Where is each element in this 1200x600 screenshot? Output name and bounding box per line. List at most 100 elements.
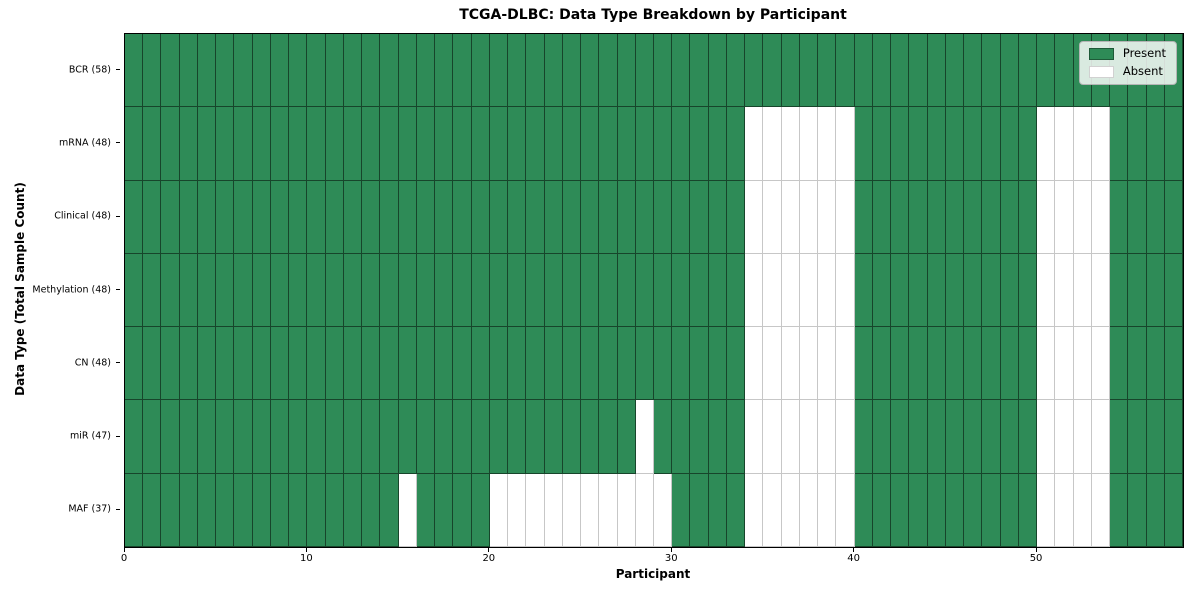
heatmap-cell (891, 34, 910, 108)
heatmap-cell (945, 107, 965, 181)
heatmap-cell (398, 34, 417, 108)
heatmap-cell (1037, 473, 1056, 547)
heatmap-cell (216, 34, 235, 108)
heatmap-cell (234, 107, 253, 181)
heatmap-cell (726, 473, 746, 547)
heatmap-cell (508, 253, 527, 328)
heatmap-cell (252, 327, 271, 401)
heatmap-cell (1091, 180, 1111, 254)
y-tick-mark (116, 508, 120, 510)
heatmap-cell (270, 400, 290, 474)
heatmap-cell (216, 327, 235, 401)
heatmap-cell (252, 253, 271, 328)
heatmap-cell (945, 327, 965, 401)
heatmap-cell (489, 400, 509, 474)
heatmap-cell (726, 253, 746, 328)
chart-title: TCGA-DLBC: Data Type Breakdown by Partic… (459, 7, 847, 23)
heatmap-cell (562, 180, 582, 254)
heatmap-cell (1018, 180, 1038, 254)
heatmap-cell (1091, 400, 1111, 474)
heatmap-cell (909, 327, 928, 401)
heatmap-cell (125, 473, 144, 547)
heatmap-cell (927, 400, 946, 474)
heatmap-cell (489, 327, 509, 401)
heatmap-cell (1164, 327, 1183, 401)
heatmap-cell (325, 34, 344, 108)
heatmap-cell (289, 107, 308, 181)
heatmap-cell (471, 180, 490, 254)
heatmap-cell (745, 34, 764, 108)
heatmap-cell (617, 107, 636, 181)
heatmap-cell (508, 327, 527, 401)
heatmap-cell (544, 34, 563, 108)
heatmap-cell (125, 327, 144, 401)
y-tick-mark (116, 215, 120, 217)
x-tick-label: 0 (120, 552, 128, 564)
heatmap-cell (234, 253, 253, 328)
heatmap-row (125, 327, 1183, 401)
heatmap-cell (216, 180, 235, 254)
heatmap-cell (435, 253, 454, 328)
heatmap-cell (763, 327, 782, 401)
heatmap-cell (1037, 253, 1056, 328)
heatmap-cell (453, 107, 472, 181)
heatmap-cell (581, 400, 600, 474)
heatmap-cell (343, 473, 363, 547)
heatmap-cell (161, 34, 180, 108)
heatmap-cell (289, 327, 308, 401)
heatmap-cell (398, 253, 417, 328)
heatmap-cell (1128, 107, 1147, 181)
heatmap-row (125, 473, 1183, 547)
heatmap-cell (653, 400, 673, 474)
heatmap-cell (635, 34, 654, 108)
heatmap-cell (836, 473, 855, 547)
heatmap-cell (818, 400, 837, 474)
heatmap-cell (1128, 180, 1147, 254)
heatmap-cell (380, 473, 399, 547)
heatmap-cell (872, 107, 892, 181)
x-axis-title: Participant (615, 567, 691, 581)
heatmap-cell (362, 34, 381, 108)
heatmap-cell (964, 327, 983, 401)
heatmap-cell (562, 253, 582, 328)
heatmap-cell (125, 107, 144, 181)
heatmap-cell (1073, 473, 1092, 547)
heatmap-cell (653, 180, 673, 254)
heatmap-cell (1018, 253, 1038, 328)
heatmap-cell (927, 180, 946, 254)
heatmap-cell (307, 473, 326, 547)
heatmap-cell (544, 107, 563, 181)
heatmap-cell (836, 107, 855, 181)
heatmap-cell (909, 107, 928, 181)
heatmap-cell (1000, 400, 1019, 474)
heatmap-cell (708, 107, 727, 181)
heatmap-cell (362, 473, 381, 547)
heatmap-cell (252, 400, 271, 474)
heatmap-cell (799, 253, 819, 328)
heatmap-cell (435, 473, 454, 547)
heatmap-cell (234, 473, 253, 547)
heatmap-cell (270, 253, 290, 328)
heatmap-cell (690, 34, 709, 108)
heatmap-cell (270, 180, 290, 254)
heatmap-cell (927, 34, 946, 108)
x-tick-mark (305, 547, 307, 552)
heatmap-cell (617, 400, 636, 474)
heatmap-cell (1073, 107, 1092, 181)
heatmap-cell (818, 327, 837, 401)
heatmap-cell (416, 400, 436, 474)
heatmap-cell (854, 253, 873, 328)
heatmap-cell (325, 180, 344, 254)
x-tick-mark (1035, 547, 1037, 552)
heatmap-cell (197, 327, 217, 401)
heatmap-cell (143, 473, 162, 547)
heatmap-cell (508, 107, 527, 181)
heatmap-cell (599, 107, 618, 181)
heatmap-cell (1018, 34, 1038, 108)
heatmap-cell (927, 473, 946, 547)
heatmap-cell (1000, 34, 1019, 108)
heatmap-cell (1000, 253, 1019, 328)
heatmap-cell (380, 107, 399, 181)
heatmap-cell (362, 400, 381, 474)
